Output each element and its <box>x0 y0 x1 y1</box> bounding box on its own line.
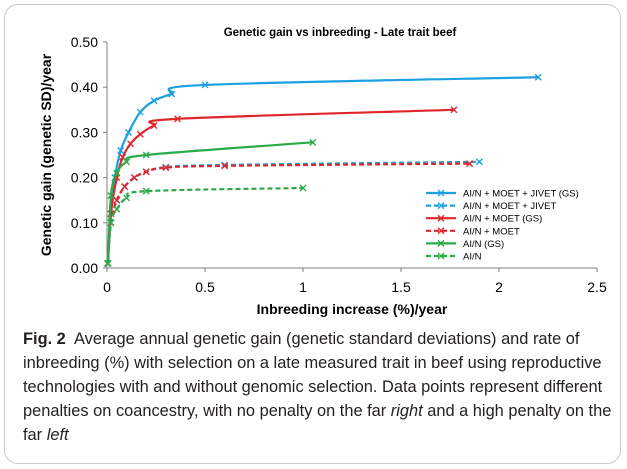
data-point <box>299 184 307 192</box>
caption-right-word: right <box>390 402 423 420</box>
data-point <box>107 192 115 200</box>
data-point <box>221 162 229 170</box>
series-line <box>106 108 454 264</box>
data-point <box>125 128 133 136</box>
legend-label: AI/N <box>463 252 482 263</box>
data-point <box>201 81 209 89</box>
figure-caption: Fig. 2 Average annual genetic gain (gene… <box>23 327 613 447</box>
caption-text-mid: and a high penalty on the far <box>23 402 612 444</box>
y-axis-ticks: 0.00 0.10 0.20 0.30 0.40 0.50 <box>71 34 107 276</box>
legend-item: AI/N + MOET + JIVET <box>426 201 556 212</box>
data-point <box>450 106 458 114</box>
data-point <box>174 115 182 123</box>
x-tick-label: 1 <box>299 279 307 295</box>
series-layer <box>104 73 542 267</box>
series-6 <box>104 184 307 267</box>
data-point <box>142 151 150 159</box>
legend-marker <box>437 239 445 247</box>
legend-item: AI/N <box>426 252 482 263</box>
caption-text: Average annual genetic gain (genetic sta… <box>23 330 603 420</box>
series-5 <box>104 138 317 267</box>
legend-label: AI/N + MOET <box>463 226 520 237</box>
data-point <box>127 140 135 148</box>
chart-title: Genetic gain vs inbreeding - Late trait … <box>224 27 457 39</box>
legend-label: AI/N (GS) <box>463 239 504 250</box>
data-point <box>136 108 144 116</box>
series-line <box>106 186 304 264</box>
data-point <box>130 174 138 182</box>
series-1 <box>104 73 542 267</box>
data-point <box>113 196 121 204</box>
data-point <box>123 158 131 166</box>
data-point <box>113 205 121 213</box>
y-axis-label: Genetic gain (genetic SD)/year <box>38 53 54 256</box>
series-line <box>106 141 313 264</box>
legend-marker <box>437 227 445 235</box>
data-point <box>150 122 158 130</box>
legend-item: AI/N + MOET + JIVET (GS) <box>426 189 579 200</box>
series-3 <box>104 106 458 267</box>
legend-label: AI/N + MOET + JIVET (GS) <box>463 189 579 200</box>
legend-marker <box>437 252 445 260</box>
data-point <box>142 168 150 176</box>
data-point <box>104 259 112 267</box>
y-tick-label: 0.50 <box>71 34 98 50</box>
data-point <box>142 187 150 195</box>
data-point <box>150 97 158 105</box>
data-point <box>121 183 129 191</box>
series-line <box>106 162 470 264</box>
data-point <box>123 194 131 202</box>
series-4 <box>104 160 474 267</box>
y-tick-label: 0.40 <box>71 79 98 95</box>
data-point <box>117 146 125 154</box>
y-tick-label: 0.20 <box>71 170 98 186</box>
legend-label: AI/N + MOET (GS) <box>463 214 542 225</box>
y-tick-label: 0.10 <box>71 215 98 231</box>
legend-marker <box>437 202 445 210</box>
x-tick-label: 1.5 <box>391 279 411 295</box>
x-axis-ticks: 0 0.5 1 1.5 2 2.5 <box>103 268 607 295</box>
data-point <box>107 219 115 227</box>
data-point <box>466 160 474 168</box>
legend-marker <box>437 189 445 197</box>
data-point <box>534 73 542 81</box>
x-tick-label: 2 <box>495 279 503 295</box>
data-point <box>136 130 144 138</box>
legend-marker <box>437 214 445 222</box>
y-tick-label: 0.00 <box>71 260 98 276</box>
x-axis-label: Inbreeding increase (%)/year <box>257 301 448 317</box>
series-2 <box>104 158 483 267</box>
data-point <box>168 90 176 98</box>
x-tick-label: 2.5 <box>587 279 607 295</box>
data-point <box>475 158 483 166</box>
caption-left-word: left <box>46 426 69 444</box>
y-tick-label: 0.30 <box>71 124 98 140</box>
legend-label: AI/N + MOET + JIVET <box>463 201 556 212</box>
figure-label: Fig. 2 <box>23 330 66 348</box>
data-point <box>162 164 170 172</box>
legend-item: AI/N + MOET (GS) <box>426 214 542 225</box>
data-point <box>309 138 317 146</box>
series-line <box>106 160 480 264</box>
legend: AI/N + MOET + JIVET (GS)AI/N + MOET + JI… <box>426 189 579 263</box>
data-point <box>113 169 121 177</box>
x-tick-label: 0 <box>103 279 111 295</box>
x-tick-label: 0.5 <box>195 279 215 295</box>
legend-item: AI/N + MOET <box>426 226 520 237</box>
legend-item: AI/N (GS) <box>426 239 504 250</box>
line-chart: Genetic gain vs inbreeding - Late trait … <box>38 27 607 317</box>
